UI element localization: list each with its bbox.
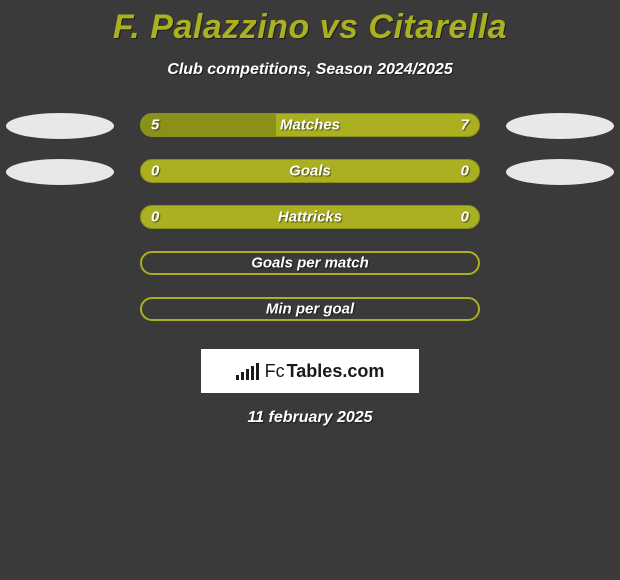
logo-text-fc: Fc [265, 361, 285, 382]
stat-row-goals: Goals 0 0 [0, 159, 620, 205]
stat-value-left: 5 [151, 117, 159, 134]
stat-value-right: 7 [461, 117, 469, 134]
logo-bar [241, 372, 244, 380]
stat-label: Matches [280, 117, 340, 134]
player-left-ellipse [6, 159, 114, 185]
page-subtitle: Club competitions, Season 2024/2025 [0, 61, 620, 79]
stats-rows: Matches 5 7 Goals 0 0 Hattricks 0 0 Goals per mat… [0, 113, 620, 343]
stat-value-right: 0 [461, 163, 469, 180]
stat-pill-hattricks: Hattricks 0 0 [140, 205, 480, 229]
stat-row-matches: Matches 5 7 [0, 113, 620, 159]
stat-row-gpm: Goals per match [0, 251, 620, 297]
stat-label: Goals per match [251, 255, 369, 272]
stat-value-left: 0 [151, 209, 159, 226]
logo-box: FcTables.com [201, 349, 419, 393]
stat-row-mpg: Min per goal [0, 297, 620, 343]
logo-text-rest: Tables.com [287, 361, 385, 382]
logo-bar [246, 369, 249, 380]
logo-bars-icon [236, 362, 259, 380]
stat-label: Min per goal [266, 301, 354, 318]
stat-value-right: 0 [461, 209, 469, 226]
logo-bar [256, 363, 259, 380]
footer-date: 11 february 2025 [0, 409, 620, 427]
page-title: F. Palazzino vs Citarella [0, 0, 620, 47]
stat-pill-gpm: Goals per match [140, 251, 480, 275]
stat-value-left: 0 [151, 163, 159, 180]
stat-label: Goals [289, 163, 331, 180]
stat-pill-matches: Matches 5 7 [140, 113, 480, 137]
logo-bar [236, 375, 239, 380]
player-left-ellipse [6, 113, 114, 139]
logo-bar [251, 366, 254, 380]
player-right-ellipse [506, 113, 614, 139]
stat-row-hattricks: Hattricks 0 0 [0, 205, 620, 251]
player-right-ellipse [506, 159, 614, 185]
stat-pill-goals: Goals 0 0 [140, 159, 480, 183]
stat-label: Hattricks [278, 209, 342, 226]
fctables-logo: FcTables.com [236, 361, 385, 382]
stat-split-left [141, 114, 276, 136]
stat-pill-mpg: Min per goal [140, 297, 480, 321]
